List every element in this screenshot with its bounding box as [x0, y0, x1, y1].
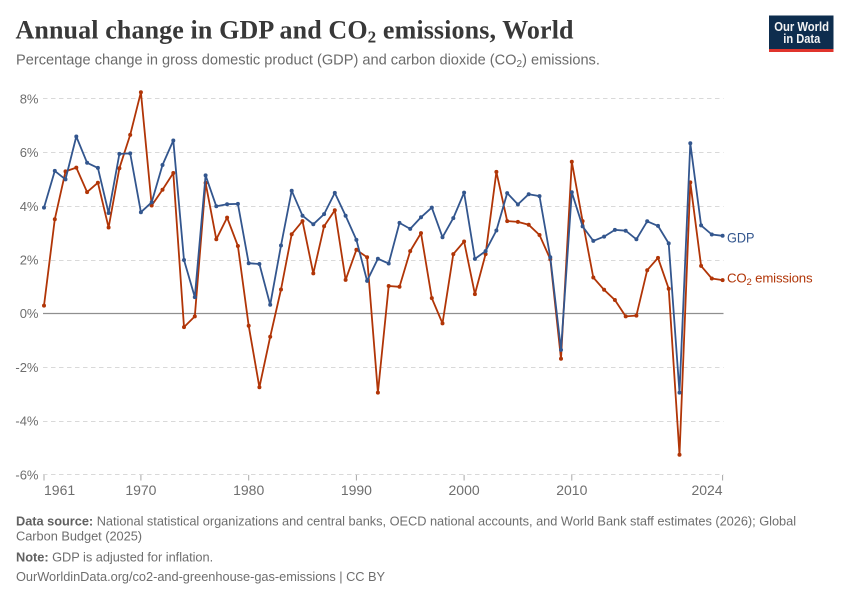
- svg-text:2%: 2%: [20, 253, 39, 268]
- svg-text:1970: 1970: [125, 482, 156, 498]
- svg-text:Our World: Our World: [774, 19, 829, 34]
- svg-text:CO2 emissions: CO2 emissions: [727, 271, 813, 289]
- svg-text:4%: 4%: [20, 199, 39, 214]
- svg-text:2000: 2000: [449, 482, 480, 498]
- svg-text:8%: 8%: [20, 91, 39, 106]
- svg-text:6%: 6%: [20, 145, 39, 160]
- svg-text:Data source: National statisti: Data source: National statistical organi…: [16, 514, 796, 529]
- svg-text:2010: 2010: [556, 482, 587, 498]
- svg-text:Annual change in GDP and CO2 e: Annual change in GDP and CO2 emissions, …: [16, 16, 575, 47]
- svg-text:1961: 1961: [44, 482, 75, 498]
- svg-text:OurWorldinData.org/co2-and-gre: OurWorldinData.org/co2-and-greenhouse-ga…: [16, 569, 386, 584]
- svg-text:Carbon Budget (2025): Carbon Budget (2025): [16, 529, 142, 544]
- svg-text:1980: 1980: [233, 482, 264, 498]
- svg-text:-4%: -4%: [15, 414, 39, 429]
- svg-text:-2%: -2%: [15, 360, 39, 375]
- svg-text:1990: 1990: [341, 482, 372, 498]
- svg-text:GDP: GDP: [727, 229, 755, 245]
- svg-text:2024: 2024: [691, 482, 722, 498]
- svg-text:Note: GDP is adjusted for infl: Note: GDP is adjusted for inflation.: [16, 550, 213, 565]
- svg-text:0%: 0%: [20, 306, 39, 321]
- svg-text:-6%: -6%: [15, 467, 39, 482]
- svg-text:Percentage change in gross dom: Percentage change in gross domestic prod…: [16, 53, 600, 71]
- svg-text:in Data: in Data: [783, 31, 821, 46]
